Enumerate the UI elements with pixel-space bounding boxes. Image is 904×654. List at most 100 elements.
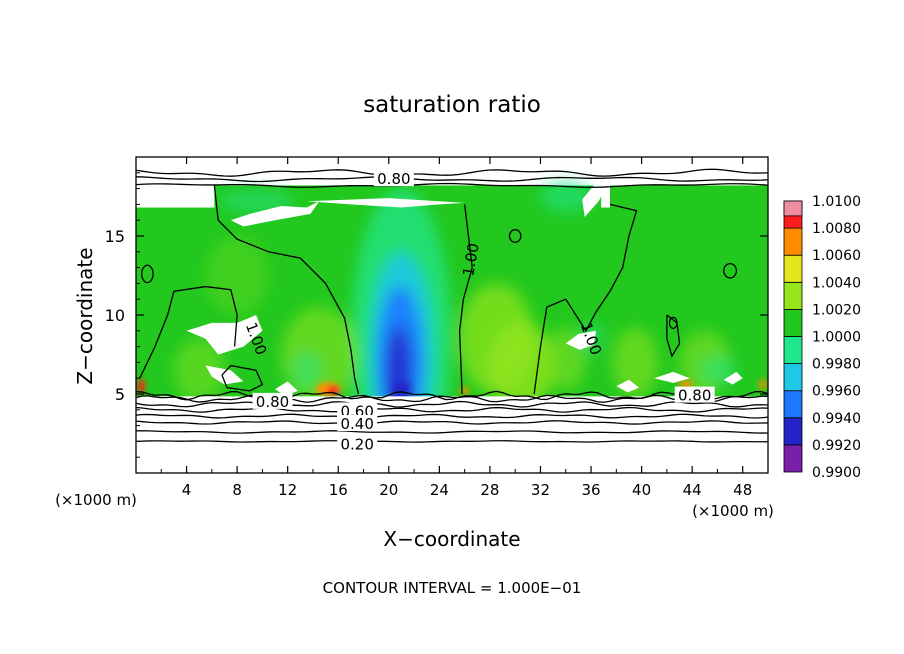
contour-label-text: 0.80 [256, 393, 289, 411]
x-axis: 4 8 12 16 20 24 28 32 36 40 44 48 [160, 157, 752, 499]
x-tick-label: 24 [430, 481, 449, 499]
x-unit-label: (×1000 m) [55, 491, 137, 509]
colorbar-swatch [783, 336, 803, 365]
colorbar-swatch [783, 200, 803, 217]
contour-100-b [139, 285, 238, 379]
colorbar: 0.9900 0.9920 0.9940 0.9960 0.9980 1.0000 1.00… [783, 194, 861, 481]
subsaturated-patch-7 [723, 371, 743, 385]
field-blob-5 [488, 321, 555, 410]
y-tick-label: 5 [115, 385, 125, 404]
field-spot-6 [392, 381, 411, 398]
colorbar-label: 0.9960 [812, 384, 861, 400]
subsaturated-patch-2 [582, 185, 608, 218]
subsaturated-patch-5 [565, 330, 597, 350]
contour-label-8: 0.20 [337, 435, 378, 454]
x-tick-label: 32 [531, 481, 550, 499]
contour-030 [136, 430, 768, 434]
subsaturated-patch-0 [230, 201, 320, 227]
subsaturated-patch-3 [186, 315, 263, 355]
colorbar-label: 1.0020 [812, 302, 861, 318]
colorbar-swatch [783, 417, 803, 446]
contour-090-low [136, 390, 768, 401]
colorbar-label: 1.0100 [812, 194, 861, 210]
contour-top-1 [136, 182, 768, 188]
field-blob-10 [173, 338, 225, 402]
field-blob-8 [612, 327, 659, 398]
x-tick-label: 48 [733, 481, 752, 499]
contour-label-text: 1.00 [459, 242, 483, 278]
contour-100-f [221, 364, 264, 392]
colorbar-label: 0.9980 [812, 357, 861, 373]
contour-label-5: 0.80 [674, 386, 715, 405]
contour-080-low [136, 394, 768, 403]
field-blob-12 [540, 180, 592, 213]
colorbar-swatch [783, 390, 803, 419]
field-spot-2 [136, 378, 146, 394]
y-axis-label: Z−coordinate [73, 247, 97, 384]
colorbar-label: 0.9920 [812, 438, 861, 454]
contour-020 [136, 440, 768, 443]
colorbar-swatch [783, 254, 803, 283]
contour-lines [136, 168, 768, 443]
colorbar-label: 1.0060 [812, 248, 861, 264]
colorbar-label: 1.0080 [812, 221, 861, 237]
x-tick-label: 16 [329, 481, 348, 499]
chart-title: saturation ratio [363, 92, 541, 118]
contour-040 [136, 420, 768, 425]
y-tick-label: 10 [105, 306, 125, 325]
saturation-field [136, 157, 768, 473]
x-axis-label: X−coordinate [383, 527, 520, 551]
contour-060 [136, 406, 768, 413]
contour-loop-0 [141, 264, 154, 284]
subsaturated-patch-6 [654, 371, 690, 383]
subsaturated-patch-1 [306, 198, 465, 208]
field-blob-14 [291, 351, 322, 390]
field-lower-layer [136, 396, 768, 473]
contour-100-e [666, 314, 681, 358]
x-tick-label: 44 [683, 481, 702, 499]
colorbar-swatch [783, 281, 803, 310]
x-tick-label: 20 [379, 481, 398, 499]
contour-label-text: 0.80 [377, 170, 410, 188]
field-upper-green-right [610, 185, 768, 211]
x-tick-label: 36 [581, 481, 600, 499]
contour-label-text: 0.80 [678, 387, 711, 405]
contour-070 [136, 400, 768, 408]
subsaturated-patch-9 [616, 379, 640, 393]
x-tick-label: 8 [232, 481, 242, 499]
x-tick-label: 28 [480, 481, 499, 499]
colorbar-swatch [783, 363, 803, 392]
contour-loop-2 [723, 263, 738, 279]
contour-loop-1 [508, 229, 522, 243]
contour-label-0: 0.80 [373, 170, 414, 188]
contour-interval-note: CONTOUR INTERVAL = 1.000E−01 [323, 579, 582, 597]
contour-labels: 0.801.001.00 1.000.80 0.800.600.400.20 [242, 170, 715, 454]
colorbar-swatch [783, 308, 803, 337]
colorbar-label: 0.9940 [812, 411, 861, 427]
contour-100-a [213, 185, 360, 395]
contour-top-3 [136, 168, 768, 177]
contour-label-text: 0.40 [340, 415, 373, 433]
y-tick-label: 15 [105, 227, 125, 246]
contour-label-text: 0.20 [340, 436, 373, 454]
colorbar-swatch [783, 444, 803, 473]
field-spot-5 [758, 378, 768, 391]
subsaturated-patch-4 [205, 365, 244, 385]
colorbar-label: 1.0000 [812, 330, 861, 346]
x-tick-label: 12 [278, 481, 297, 499]
contour-label-7: 0.40 [337, 415, 378, 433]
contour-label-4: 0.80 [252, 392, 293, 411]
y-axis: 5 10 15 [105, 172, 768, 458]
contour-100-c [458, 204, 473, 395]
field-blob-11 [205, 236, 269, 315]
x-tick-label: 4 [182, 481, 192, 499]
contour-100-d [533, 203, 638, 395]
colorbar-label: 1.0040 [812, 275, 861, 291]
subsaturated-patch-8 [275, 381, 298, 396]
x-tick-label: 40 [632, 481, 651, 499]
contour-label-1: 1.00 [459, 242, 483, 278]
contour-loop-3 [668, 316, 678, 330]
colorbar-label: 0.9900 [812, 465, 861, 481]
contour-top-2 [136, 176, 768, 183]
